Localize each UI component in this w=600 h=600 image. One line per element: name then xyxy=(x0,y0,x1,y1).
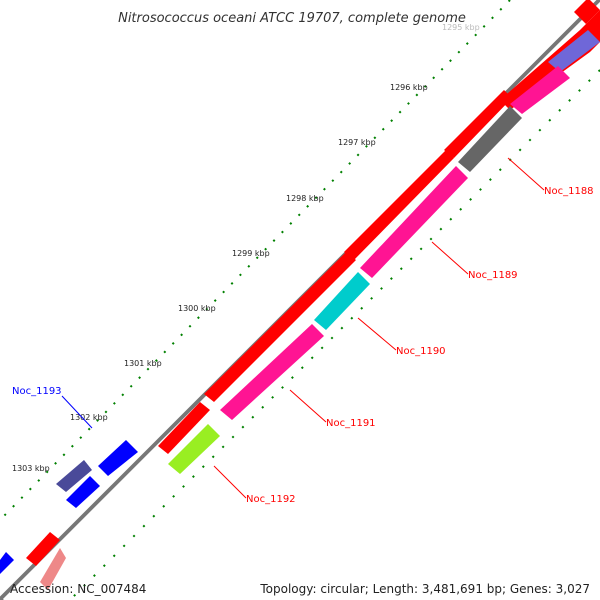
callout-line xyxy=(289,389,327,423)
gene-label-noc-1192[interactable]: Noc_1192 xyxy=(246,494,296,505)
gene-arrow[interactable] xyxy=(500,10,600,110)
feature-track xyxy=(168,30,600,474)
gene-label-noc-1188[interactable]: Noc_1188 xyxy=(544,186,594,197)
feature-noc-1188a[interactable] xyxy=(510,66,570,114)
tick-label: 1300 kbp xyxy=(178,304,216,313)
callout-line xyxy=(507,157,545,191)
gene-arrow[interactable] xyxy=(66,476,100,508)
gene-callouts: Noc_1188 Noc_1189 Noc_1190 Noc_1191 Noc_… xyxy=(12,157,594,505)
tick-label: 1298 kbp xyxy=(286,194,324,203)
tick-label: 1299 kbp xyxy=(232,249,270,258)
inner-tick-ring xyxy=(69,69,600,600)
gene-arrow[interactable] xyxy=(40,548,66,590)
tick-guide-ring xyxy=(0,0,511,521)
gene-label-noc-1191[interactable]: Noc_1191 xyxy=(326,418,376,429)
accession-label: Accession: NC_007484 xyxy=(10,582,147,596)
feature-noc-1190[interactable] xyxy=(314,272,370,330)
gene-arrow[interactable] xyxy=(574,0,600,24)
gene-label-noc-1190[interactable]: Noc_1190 xyxy=(396,346,446,357)
gene-label-noc-1193[interactable]: Noc_1193 xyxy=(12,386,62,397)
feature-noc-1188[interactable] xyxy=(458,106,522,172)
tick-label: 1302 kbp xyxy=(70,413,108,422)
callout-line xyxy=(357,317,397,351)
tick-label: 1301 kbp xyxy=(124,359,162,368)
topology-summary: Topology: circular; Length: 3,481,691 bp… xyxy=(260,582,590,596)
tick-label: 1303 kbp xyxy=(12,464,50,473)
tick-label: 1296 kbp xyxy=(390,83,428,92)
tick-labels: 1295 kbp 1296 kbp 1297 kbp 1298 kbp 1299… xyxy=(12,23,480,473)
reverse-cds-track xyxy=(0,440,138,574)
callout-line xyxy=(431,241,469,275)
gene-arrow[interactable] xyxy=(158,402,210,454)
feature-noc-1191[interactable] xyxy=(220,324,324,420)
gene-arrow[interactable] xyxy=(444,90,512,158)
gene-arrow[interactable] xyxy=(26,532,60,566)
gene-arrow[interactable] xyxy=(204,252,356,402)
tick-label: 1297 kbp xyxy=(338,138,376,147)
gene-arrow-noc-1193[interactable] xyxy=(56,460,92,492)
callout-line xyxy=(213,465,247,499)
gene-arrow[interactable] xyxy=(0,552,14,574)
feature-noc-1192[interactable] xyxy=(168,424,220,474)
feature-noc-1187[interactable] xyxy=(548,30,600,72)
tick-label: 1295 kbp xyxy=(442,23,480,32)
gene-arrow[interactable] xyxy=(344,150,454,260)
map-title: Nitrosococcus oceani ATCC 19707, complet… xyxy=(118,11,466,26)
feature-noc-1189[interactable] xyxy=(360,166,468,278)
forward-cds-track xyxy=(26,0,600,590)
callout-line xyxy=(61,395,93,429)
gene-label-noc-1189[interactable]: Noc_1189 xyxy=(468,270,518,281)
gene-arrow[interactable] xyxy=(98,440,138,476)
